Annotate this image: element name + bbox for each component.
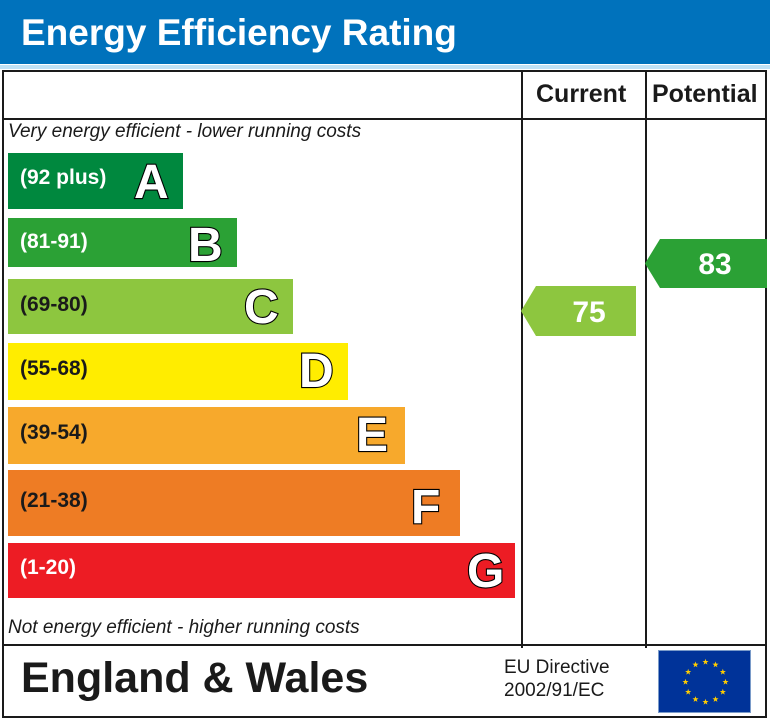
svg-text:A: A [134, 156, 169, 209]
svg-text:G: G [467, 545, 504, 598]
svg-text:C: C [244, 281, 279, 334]
svg-text:E: E [356, 409, 388, 462]
svg-text:75: 75 [572, 296, 605, 329]
svg-text:F: F [411, 481, 440, 534]
svg-text:D: D [299, 345, 334, 398]
svg-text:B: B [188, 219, 223, 272]
svg-text:83: 83 [698, 248, 731, 281]
